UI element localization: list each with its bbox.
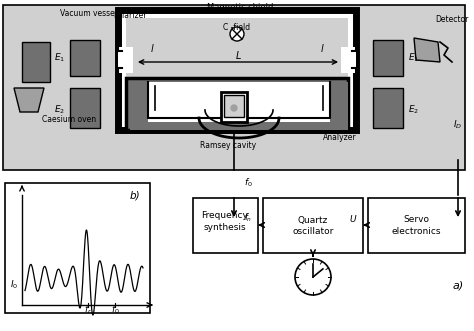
Circle shape: [295, 259, 331, 295]
Text: $f_0$: $f_0$: [244, 177, 252, 189]
Text: synthesis: synthesis: [204, 223, 246, 232]
Bar: [373, 88, 403, 128]
Bar: [193, 198, 258, 253]
Text: Ramsey cavity: Ramsey cavity: [200, 140, 256, 150]
Text: Servo: Servo: [403, 215, 429, 224]
Bar: [148, 82, 330, 122]
Bar: [130, 82, 148, 126]
Text: Polarizer: Polarizer: [113, 12, 147, 21]
Text: Detector: Detector: [435, 16, 469, 24]
Text: b): b): [130, 190, 140, 200]
Bar: [224, 95, 244, 117]
Bar: [22, 42, 50, 82]
Bar: [3, 5, 465, 170]
Text: Quartz: Quartz: [298, 215, 328, 224]
Text: $f_n$: $f_n$: [244, 212, 252, 224]
Bar: [330, 82, 348, 126]
Bar: [126, 18, 348, 122]
Bar: [221, 92, 247, 122]
Text: Frequency: Frequency: [201, 211, 248, 219]
Text: C -field: C -field: [223, 24, 251, 32]
Polygon shape: [414, 38, 440, 62]
Bar: [70, 40, 100, 76]
Circle shape: [231, 105, 237, 111]
Bar: [70, 88, 100, 128]
Text: $U$: $U$: [348, 213, 357, 223]
Bar: [373, 40, 403, 76]
Text: Vacuum vessel: Vacuum vessel: [60, 9, 117, 18]
Text: electronics: electronics: [391, 227, 441, 237]
Text: Caesium oven: Caesium oven: [42, 116, 96, 124]
Bar: [341, 47, 356, 73]
Text: $l$: $l$: [150, 42, 155, 54]
Text: a): a): [452, 280, 464, 290]
Text: $L$: $L$: [235, 49, 241, 61]
Text: $I_D$: $I_D$: [453, 119, 463, 131]
Text: $E_2$: $E_2$: [54, 104, 65, 116]
Text: oscillator: oscillator: [292, 227, 334, 237]
Bar: [5, 183, 150, 313]
Bar: [118, 47, 133, 73]
Bar: [130, 122, 348, 130]
Text: $E_1$: $E_1$: [54, 52, 65, 64]
Text: Analyzer: Analyzer: [323, 133, 357, 143]
Text: $E_1$: $E_1$: [408, 52, 419, 64]
Polygon shape: [14, 88, 44, 112]
Text: $I_0$: $I_0$: [10, 279, 18, 291]
Bar: [118, 10, 356, 130]
Text: $E_2$: $E_2$: [408, 104, 419, 116]
Text: $l$: $l$: [319, 42, 324, 54]
Circle shape: [230, 27, 244, 41]
Text: $f_0$: $f_0$: [110, 304, 119, 316]
Bar: [263, 198, 363, 253]
Text: Magnetic shield: Magnetic shield: [207, 4, 273, 13]
Bar: [368, 198, 465, 253]
Bar: [126, 78, 348, 130]
Text: $f_r$: $f_r$: [84, 304, 92, 316]
